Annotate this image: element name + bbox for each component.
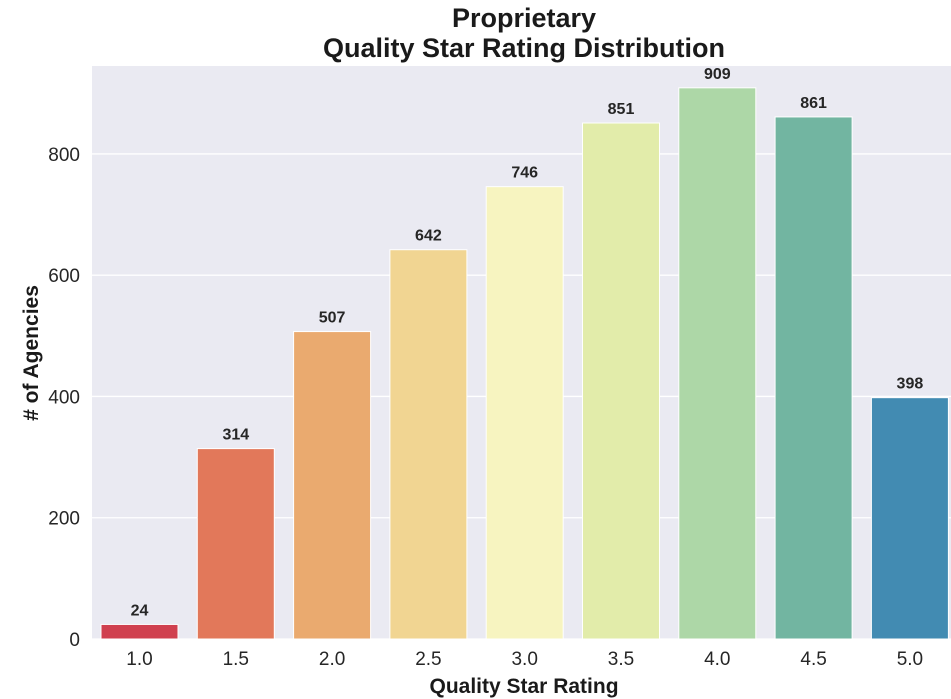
- y-tick-label: 400: [48, 387, 80, 408]
- bar-value-label: 398: [897, 376, 924, 393]
- x-tick-label: 4.0: [704, 649, 730, 670]
- bar-1.0: [100, 623, 179, 640]
- y-tick-label: 0: [69, 630, 80, 651]
- bar-value-label: 851: [608, 101, 635, 118]
- bar-value-label: 314: [222, 427, 249, 444]
- bar-value-label: 24: [131, 602, 149, 619]
- chart-title-line-1: Proprietary: [452, 3, 596, 33]
- y-tick-label: 200: [48, 509, 80, 530]
- bar-value-label: 909: [704, 66, 731, 83]
- bar-2.5: [389, 249, 468, 640]
- chart-title-line-2: Quality Star Rating Distribution: [323, 33, 725, 63]
- bar-value-label: 507: [319, 310, 346, 327]
- bars: [100, 87, 949, 640]
- x-tick-label: 2.5: [415, 649, 441, 670]
- bar-4.5: [774, 116, 853, 640]
- data-labels: 24 314 507 642 746 851 909 861 398: [131, 66, 924, 620]
- bar-5.0: [870, 397, 949, 640]
- y-axis-ticks: 0 200 400 600 800: [48, 145, 80, 651]
- y-axis-title: # of Agencies: [20, 285, 43, 421]
- bar-value-label: 746: [511, 165, 538, 182]
- x-tick-label: 3.5: [608, 649, 634, 670]
- x-tick-label: 2.0: [319, 649, 345, 670]
- x-axis-title: Quality Star Rating: [429, 675, 618, 698]
- bar-3.5: [582, 122, 660, 640]
- x-tick-label: 3.0: [511, 649, 537, 670]
- x-tick-label: 4.5: [800, 649, 826, 670]
- bar-3.0: [485, 186, 564, 640]
- bar-4.0: [678, 87, 757, 640]
- y-tick-label: 600: [48, 266, 80, 287]
- bar-value-label: 642: [415, 228, 442, 245]
- x-axis-ticks: 1.0 1.5 2.0 2.5 3.0 3.5 4.0 4.5 5.0: [126, 649, 923, 670]
- bar-value-label: 861: [800, 95, 827, 112]
- x-tick-label: 1.5: [223, 649, 249, 670]
- bar-2.0: [293, 331, 372, 640]
- bar-1.5: [196, 448, 275, 640]
- x-tick-label: 5.0: [897, 649, 923, 670]
- x-tick-label: 1.0: [126, 649, 152, 670]
- y-tick-label: 800: [48, 145, 80, 166]
